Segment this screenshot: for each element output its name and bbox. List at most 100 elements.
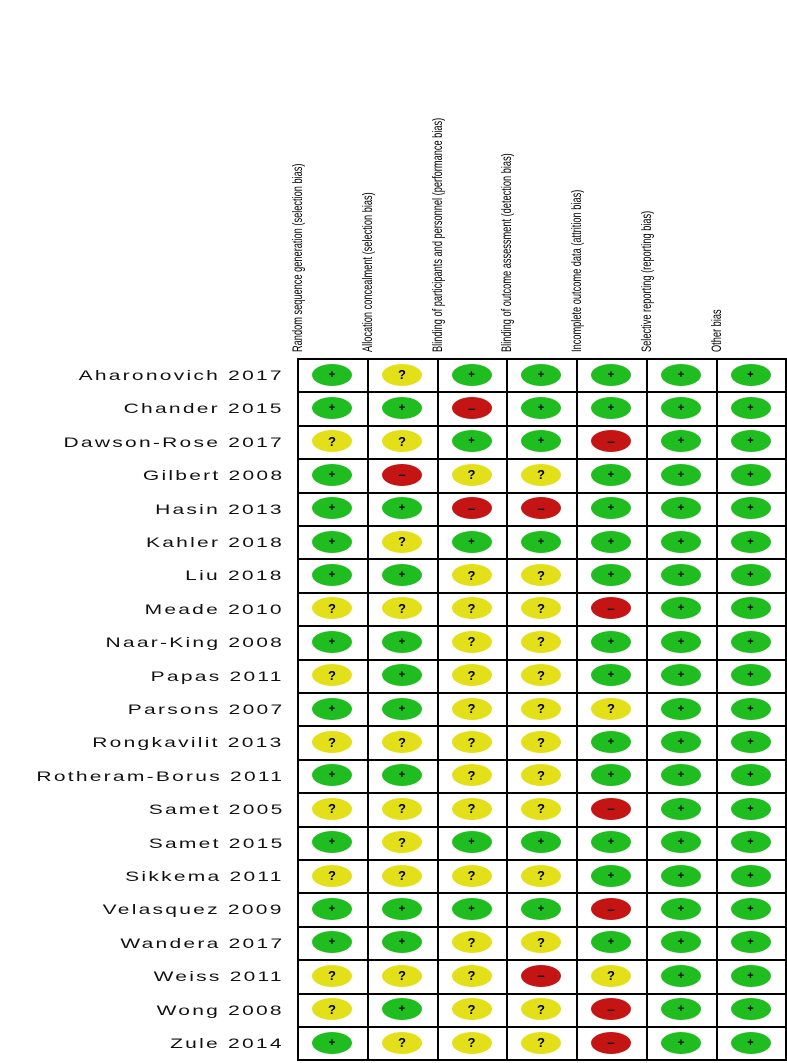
judgement-cell: + [437,424,508,461]
judgement-cell: – [576,424,648,461]
judgement-cell: + [646,725,718,761]
unclear-risk-icon: ? [521,664,561,687]
judgement-cell: ? [506,1026,578,1062]
low-risk-icon: + [730,797,771,820]
low-risk-icon: + [730,964,771,987]
judgement-cell: ? [297,424,369,461]
low-risk-icon: + [382,397,422,420]
low-risk-icon: + [730,497,771,520]
low-risk-icon: + [382,998,422,1021]
judgement-cell: + [716,959,787,995]
judgement-cell: ? [437,859,508,895]
low-risk-icon: + [661,430,701,453]
low-risk-icon: + [521,831,561,854]
judgement-cell: + [506,424,578,461]
unclear-risk-icon: ? [521,697,561,720]
judgement-cell: + [716,658,787,694]
judgement-cell: + [646,424,718,461]
low-risk-icon: + [730,697,771,720]
judgement-cell: + [646,859,718,895]
judgement-cell: + [576,525,648,561]
low-risk-icon: + [382,564,422,587]
high-risk-icon: – [591,898,631,921]
unclear-risk-icon: ? [451,1031,492,1054]
judgement-cell: + [716,892,787,928]
judgement-cell: ? [437,558,508,594]
low-risk-icon: + [312,397,352,420]
judgement-cell: ? [297,591,369,628]
judgement-cell: + [437,825,508,861]
study-label: Rotheram-Borus 2011 [36,767,284,784]
low-risk-icon: + [312,463,352,486]
low-risk-icon: + [730,731,771,754]
unclear-risk-icon: ? [382,530,422,553]
unclear-risk-icon: ? [451,731,492,754]
low-risk-icon: + [730,898,771,921]
judgement-cell: ? [297,725,369,761]
low-risk-icon: + [661,998,701,1021]
low-risk-icon: + [451,430,492,453]
domain-header: Allocation concealment (selection bias) [359,192,375,352]
low-risk-icon: + [591,630,631,653]
judgement-cell: + [297,925,369,962]
high-risk-icon: – [451,497,492,520]
low-risk-icon: + [730,530,771,553]
low-risk-icon: + [591,497,631,520]
low-risk-icon: + [661,764,701,787]
judgement-cell: + [506,525,578,561]
judgement-cell: + [716,525,787,561]
low-risk-icon: + [661,697,701,720]
judgement-cell: + [297,758,369,795]
judgement-cell: + [716,825,787,861]
judgement-cell: + [576,391,648,427]
study-label: Gilbert 2008 [142,467,284,484]
judgement-cell: ? [437,925,508,962]
judgement-cell: + [576,825,648,861]
judgement-cell: ? [367,1026,439,1062]
low-risk-icon: + [591,363,631,386]
judgement-cell: + [367,758,439,795]
low-risk-icon: + [591,831,631,854]
judgement-cell: + [576,859,648,895]
low-risk-icon: + [661,564,701,587]
judgement-cell: + [646,591,718,628]
judgement-cell: ? [506,591,578,628]
low-risk-icon: + [312,564,352,587]
unclear-risk-icon: ? [312,998,352,1021]
low-risk-icon: + [312,764,352,787]
judgement-cell: ? [437,625,508,661]
low-risk-icon: + [591,397,631,420]
low-risk-icon: + [661,931,701,954]
high-risk-icon: – [591,797,631,820]
judgement-cell: + [576,458,648,494]
study-label: Wong 2008 [156,1001,284,1018]
low-risk-icon: + [382,898,422,921]
low-risk-icon: + [661,1031,701,1054]
judgement-cell: + [576,358,648,394]
unclear-risk-icon: ? [451,564,492,587]
unclear-risk-icon: ? [521,998,561,1021]
judgement-cell: ? [367,825,439,861]
low-risk-icon: + [661,397,701,420]
judgement-cell: + [297,1026,369,1062]
study-label: Parsons 2007 [127,701,284,717]
judgement-cell: + [646,692,718,728]
risk-of-bias-grid: +? + + + + + + + – + + + +?? + + – + + + –?? + + + + + – – + + + +? + + +… [297,358,787,1062]
low-risk-icon: + [591,463,631,486]
judgement-cell: + [716,391,787,427]
judgement-cell: + [506,825,578,861]
judgement-cell: ? [367,792,439,828]
judgement-cell: + [646,892,718,928]
low-risk-icon: + [312,1031,352,1054]
judgement-cell: – [576,992,648,1028]
judgement-cell: + [646,491,718,527]
study-label: Dawson-Rose 2017 [63,433,284,450]
study-label: Wandera 2017 [120,934,284,951]
unclear-risk-icon: ? [521,864,561,887]
low-risk-icon: + [521,363,561,386]
unclear-risk-icon: ? [451,998,492,1021]
judgement-cell: + [367,491,439,527]
unclear-risk-icon: ? [521,463,561,486]
judgement-cell: + [716,692,787,728]
judgement-cell: ? [437,725,508,761]
